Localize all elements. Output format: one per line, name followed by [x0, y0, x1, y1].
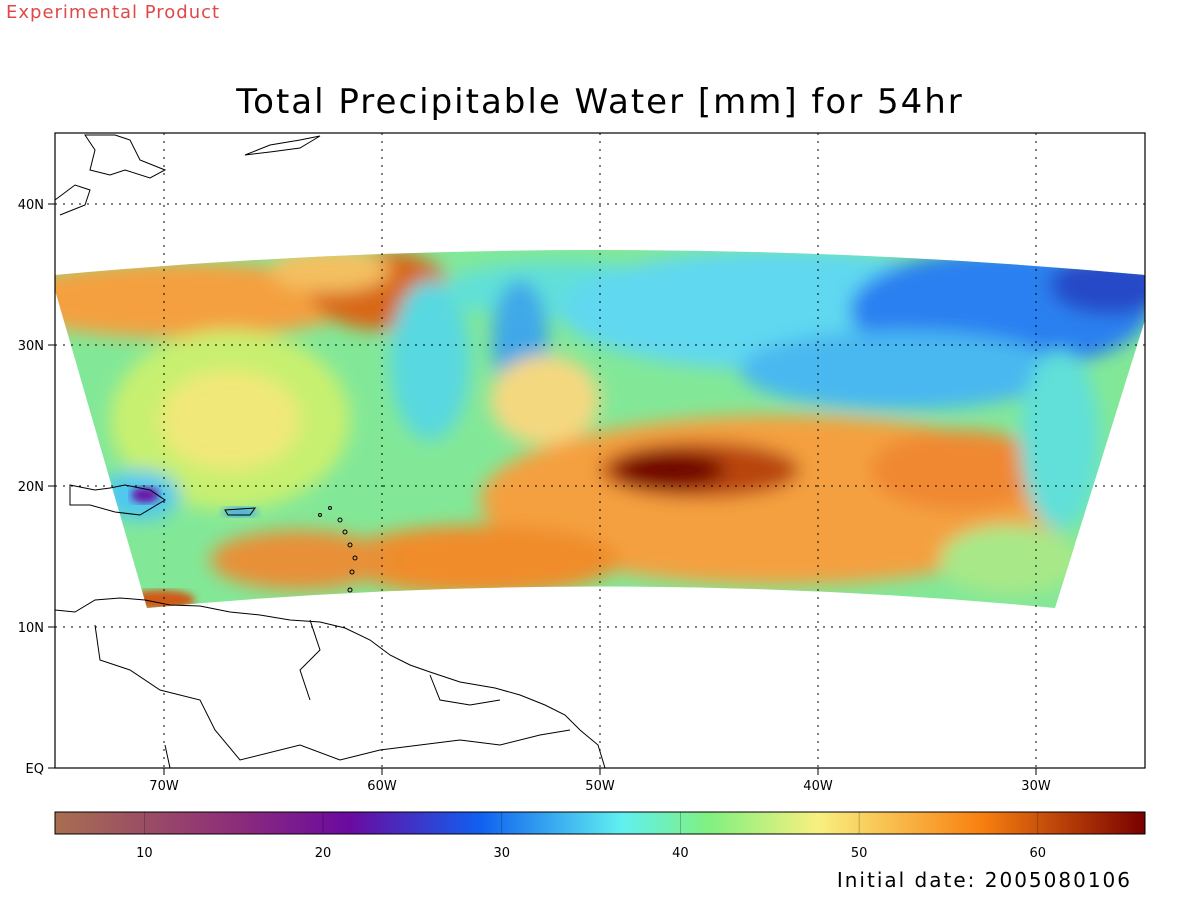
lesser-antilles [318, 506, 358, 593]
colorbar-ticks: 10 20 30 40 50 60 [136, 812, 1046, 861]
colorbar-tick-label: 20 [315, 846, 332, 861]
lat-label-10n: 10N [18, 621, 44, 636]
colorbar-tick-label: 40 [672, 846, 689, 861]
colorbar-tick-label: 60 [1030, 846, 1047, 861]
lat-label-eq: EQ [26, 762, 44, 777]
chart-title: Total Precipitable Water [mm] for 54hr [236, 82, 964, 122]
lat-label-40n: 40N [18, 198, 44, 213]
coastlines [54, 134, 606, 769]
tick-marks [48, 203, 1037, 775]
lat-label-30n: 30N [18, 339, 44, 354]
lon-label-50w: 50W [585, 779, 615, 794]
lon-label-40w: 40W [803, 779, 833, 794]
experimental-badge: Experimental Product [6, 2, 221, 23]
precipitable-water-field [55, 250, 1145, 608]
colorbar-tick-label: 10 [136, 846, 153, 861]
graticule [55, 133, 1145, 768]
initial-date: Initial date: 2005080106 [836, 868, 1132, 892]
lon-label-30w: 30W [1021, 779, 1051, 794]
colorbar-tick-label: 30 [493, 846, 510, 861]
lat-label-20n: 20N [18, 480, 44, 495]
lon-label-60w: 60W [367, 779, 397, 794]
colorbar-tick-label: 50 [851, 846, 868, 861]
lon-label-70w: 70W [149, 779, 179, 794]
colorbar [54, 811, 1146, 835]
